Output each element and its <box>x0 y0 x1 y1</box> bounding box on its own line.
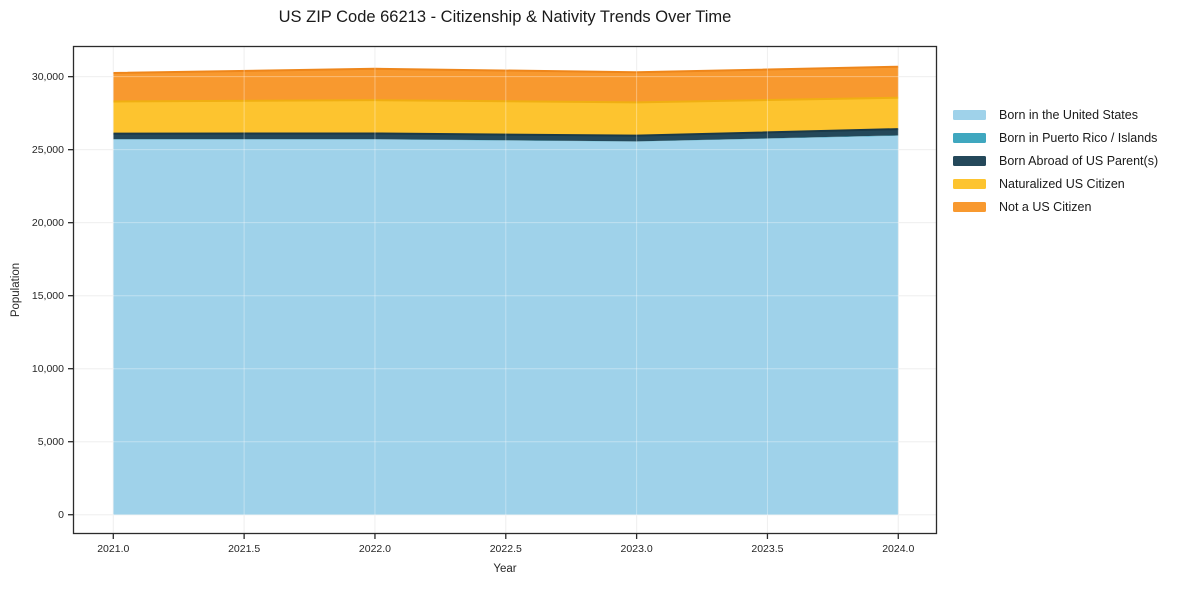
chart-title: US ZIP Code 66213 - Citizenship & Nativi… <box>278 8 732 26</box>
y-tick-label: 25,000 <box>31 143 64 156</box>
legend-swatch <box>953 109 986 120</box>
y-tick-label: 30,000 <box>31 70 64 83</box>
area-edge-series-2 <box>113 128 899 137</box>
y-tick-label: 15,000 <box>31 289 64 302</box>
legend-item: Born in the United States <box>953 103 1158 126</box>
axes-spines <box>72 45 938 535</box>
x-axis-label: Year <box>493 563 517 575</box>
x-tick-label: 2023.5 <box>751 543 784 555</box>
area-series-3 <box>113 97 899 136</box>
y-tick-label: 0 <box>58 508 64 521</box>
x-tick-label: 2022.5 <box>489 543 522 555</box>
legend-label: Born Abroad of US Parent(s) <box>999 153 1159 168</box>
legend-item: Born in Puerto Rico / Islands <box>953 126 1158 149</box>
legend-swatch <box>953 132 986 143</box>
legend-item: Not a US Citizen <box>953 195 1158 218</box>
legend-swatch <box>953 155 986 166</box>
legend-item: Born Abroad of US Parent(s) <box>953 149 1158 172</box>
area-series-1 <box>113 135 899 142</box>
legend-label: Born in the United States <box>999 107 1138 122</box>
area-series-4 <box>113 66 899 103</box>
area-edge-series-4 <box>113 65 899 75</box>
x-tick-label: 2021.5 <box>228 543 261 555</box>
x-tick-label: 2024.0 <box>882 543 915 555</box>
y-tick-label: 5,000 <box>37 435 64 448</box>
y-tick-label: 20,000 <box>31 216 64 229</box>
area-series-0 <box>113 135 899 515</box>
legend: Born in the United States Born in Puerto … <box>953 103 1158 218</box>
legend-item: Naturalized US Citizen <box>953 172 1158 195</box>
y-axis-label: Population <box>10 262 22 318</box>
y-tick-label: 10,000 <box>31 362 64 375</box>
legend-label: Born in Puerto Rico / Islands <box>999 130 1158 145</box>
legend-swatch <box>953 201 986 212</box>
legend-label: Naturalized US Citizen <box>999 176 1125 191</box>
x-tick-label: 2021.0 <box>97 543 130 555</box>
legend-swatch <box>953 178 986 189</box>
x-tick-label: 2023.0 <box>620 543 653 555</box>
area-edge-series-3 <box>113 96 899 104</box>
x-tick-label: 2022.0 <box>358 543 392 555</box>
legend-label: Not a US Citizen <box>999 199 1092 214</box>
